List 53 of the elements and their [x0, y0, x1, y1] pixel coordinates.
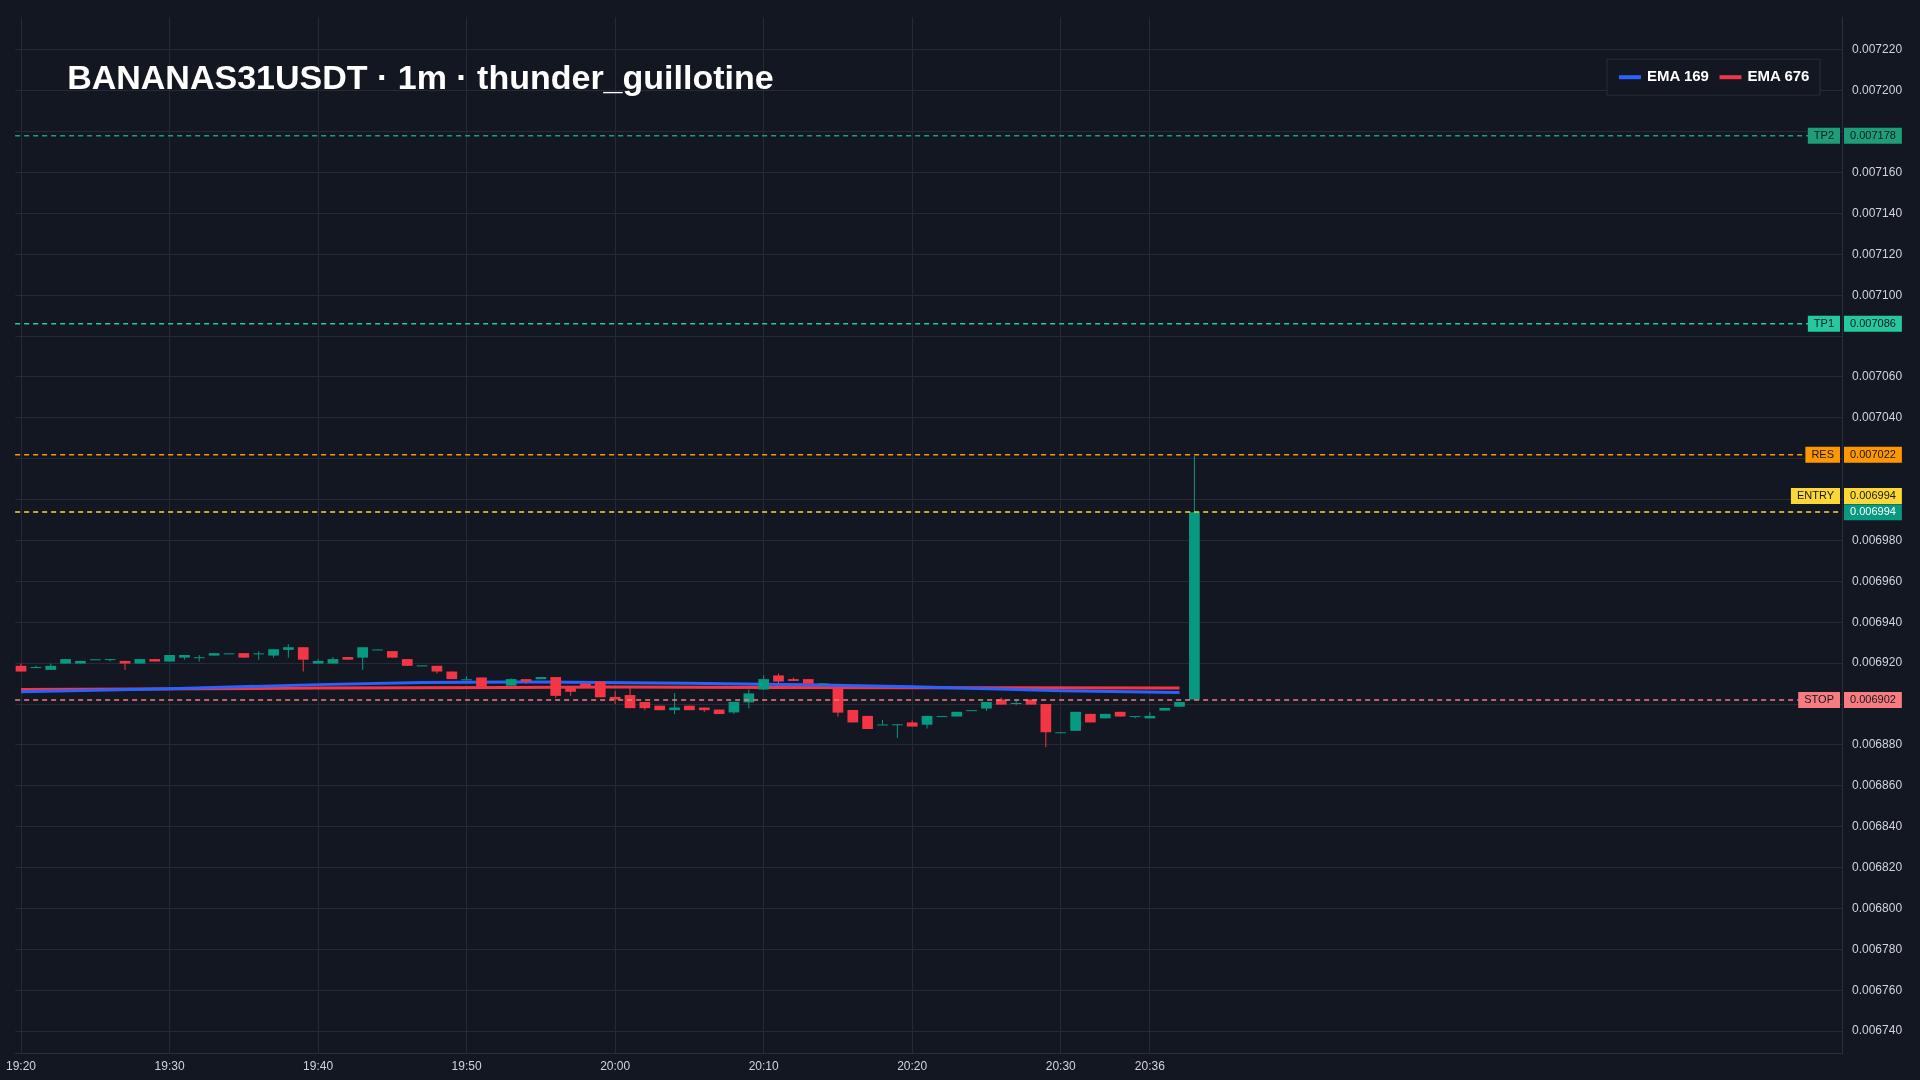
text: 0.007022 — [1850, 447, 1896, 460]
x-tick-label: 19:20 — [6, 1059, 37, 1074]
candlestick — [104, 658, 116, 663]
x-tick-label: 20:20 — [897, 1059, 928, 1074]
text: 0.006994 — [1850, 488, 1896, 501]
x-tick-label: 19:50 — [451, 1059, 482, 1074]
y-tick-label: 0.007040 — [1852, 410, 1903, 425]
text: BANANAS31USDT · 1m · thunder_guillotine — [67, 57, 774, 96]
ref-line-label: RES — [1811, 447, 1835, 460]
x-tick-label: 19:30 — [154, 1059, 185, 1074]
candlestick — [461, 675, 472, 681]
y-tick-label: 0.006920 — [1852, 655, 1903, 670]
y-tick-label: 0.007220 — [1852, 42, 1903, 57]
legend-label: EMA 676 — [1747, 67, 1810, 85]
y-tick-label: 0.006880 — [1852, 737, 1903, 752]
text: 0.006902 — [1850, 692, 1896, 705]
y-tick-label: 0.006860 — [1852, 778, 1903, 793]
y-tick-label: 0.007200 — [1852, 83, 1903, 98]
ref-line-label: TP2 — [1813, 128, 1835, 141]
candlestick — [312, 658, 324, 665]
text: 0.007086 — [1850, 316, 1896, 329]
y-tick-label: 0.006740 — [1852, 1023, 1903, 1038]
candlestick — [30, 665, 42, 669]
y-tick-label: 0.007100 — [1852, 287, 1903, 302]
y-tick-label: 0.006820 — [1852, 859, 1903, 874]
legend-label: EMA 169 — [1646, 67, 1709, 85]
text: 0.006994 — [1850, 505, 1896, 518]
ref-line-label: STOP — [1804, 692, 1835, 705]
x-tick-label: 20:10 — [748, 1059, 780, 1074]
x-tick-label: 19:40 — [303, 1059, 334, 1074]
y-tick-label: 0.006780 — [1852, 941, 1903, 956]
y-tick-label: 0.007160 — [1852, 164, 1903, 179]
candlestick — [119, 660, 131, 671]
y-tick-label: 0.006800 — [1852, 900, 1903, 915]
x-tick-label: 20:00 — [600, 1059, 631, 1074]
candlestick — [357, 646, 369, 671]
y-tick-label: 0.006960 — [1852, 573, 1903, 588]
candlestick — [892, 723, 903, 739]
ref-line-label: TP1 — [1813, 316, 1835, 329]
x-tick-label: 20:36 — [1134, 1059, 1166, 1074]
y-tick-label: 0.006760 — [1852, 982, 1903, 997]
x-tick-label: 20:30 — [1045, 1059, 1077, 1074]
y-tick-label: 0.007140 — [1852, 205, 1903, 220]
y-tick-label: 0.007060 — [1852, 369, 1903, 384]
y-tick-label: 0.006980 — [1852, 532, 1903, 547]
text: 0.007178 — [1850, 128, 1896, 141]
candlestick — [1129, 715, 1141, 719]
y-tick-label: 0.006840 — [1852, 819, 1903, 834]
y-tick-label: 0.007120 — [1852, 246, 1903, 261]
candlestick — [520, 678, 532, 685]
ref-line-label: ENTRY — [1796, 488, 1835, 501]
candlestick — [297, 646, 309, 673]
y-tick-label: 0.006940 — [1852, 614, 1903, 629]
